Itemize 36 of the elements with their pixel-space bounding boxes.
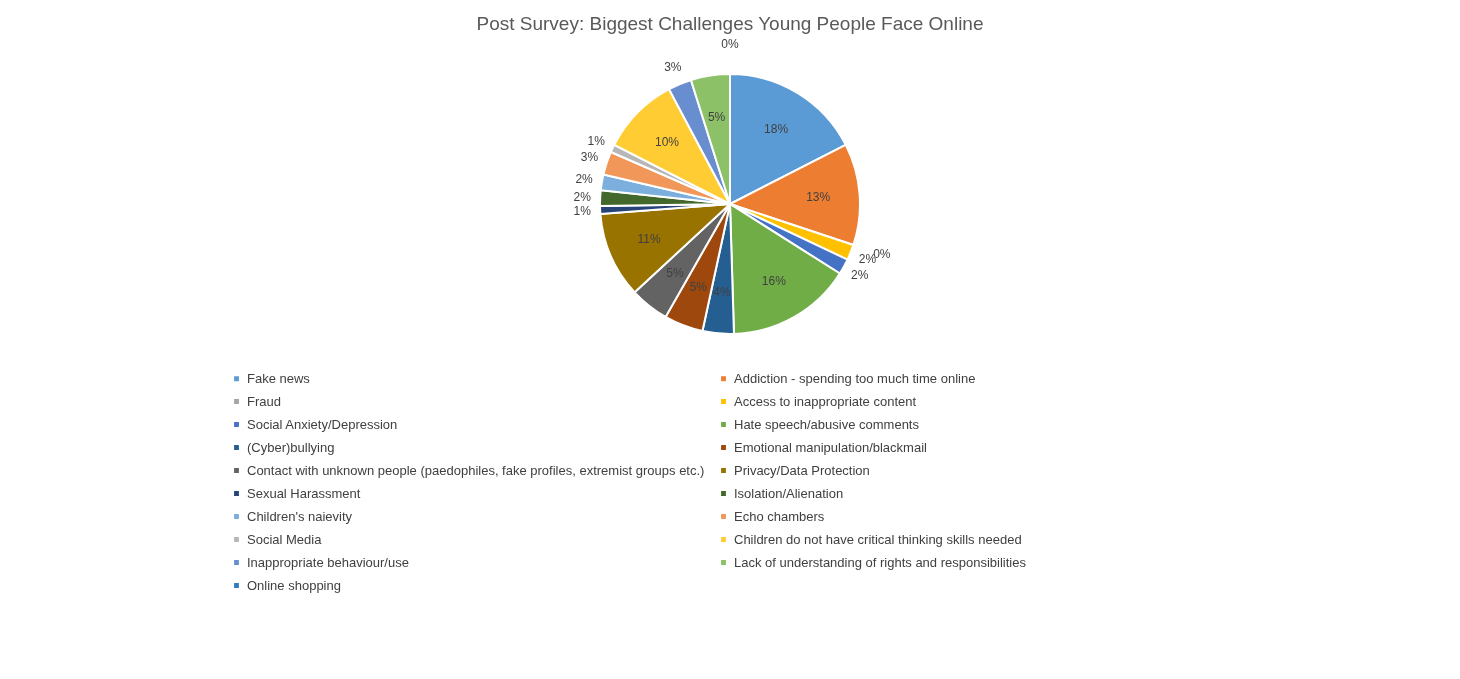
chart-title: Post Survey: Biggest Challenges Young People Face Online	[476, 13, 984, 34]
data-label: 5%	[689, 279, 708, 294]
text: 0%	[721, 37, 739, 51]
legend-label: Isolation/Alienation	[734, 485, 844, 501]
legend-label: Fake news	[247, 370, 311, 386]
legend-label: Echo chambers	[734, 508, 825, 524]
legend-label: Sexual Harassment	[247, 485, 361, 501]
legend-label: Children do not have critical thinking skills needed	[734, 531, 1022, 547]
data-label: 2%	[573, 190, 592, 205]
legend-label: Contact with unknown people (paedophiles, fake profiles, extremist groups etc.)	[247, 462, 705, 478]
legend-label: (Cyber)bullying	[247, 439, 335, 455]
data-label: 18%	[764, 121, 789, 136]
legend-label: Addiction - spending too much time online	[734, 370, 976, 386]
legend-label: Lack of understanding of rights and responsibilities	[734, 554, 1027, 570]
data-label: 4%	[713, 285, 731, 300]
data-label: 3%	[580, 150, 599, 165]
legend-label: Social Anxiety/Depression	[247, 416, 398, 432]
data-label: 16%	[761, 273, 787, 288]
legend-label: Privacy/Data Protection	[734, 462, 870, 478]
data-label: 13%	[806, 190, 831, 205]
data-label: 5%	[707, 109, 726, 124]
data-label: 2%	[850, 268, 869, 283]
data-label: 1%	[573, 203, 592, 218]
legend-label: Emotional manipulation/blackmail	[734, 439, 928, 455]
legend-label: Children's naievity	[247, 508, 353, 524]
legend-label: Fraud	[247, 393, 281, 409]
legend-label: Hate speech/abusive comments	[734, 416, 920, 432]
legend-label: Access to inappropriate content	[734, 393, 917, 409]
data-label: 10%	[655, 134, 680, 149]
data-label: 1%	[587, 133, 606, 148]
data-label: 2%	[575, 172, 594, 187]
legend-label: Social Media	[247, 531, 323, 547]
data-label: 3%	[664, 60, 682, 75]
legend-label: Online shopping	[247, 577, 341, 593]
legend-label: Inappropriate behaviour/use	[247, 554, 409, 570]
data-label: 11%	[637, 232, 661, 247]
